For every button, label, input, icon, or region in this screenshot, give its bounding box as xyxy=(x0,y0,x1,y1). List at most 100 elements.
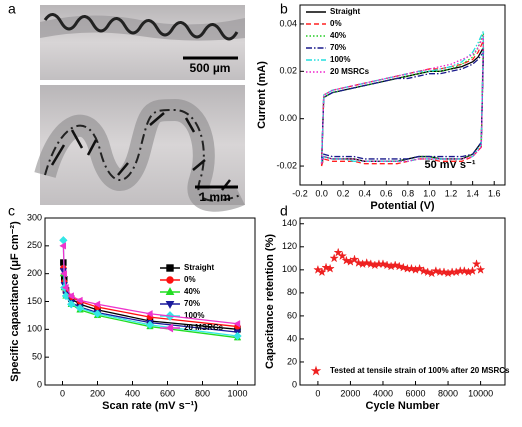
marker xyxy=(165,287,175,296)
y-tick-label: 60 xyxy=(287,310,297,320)
marker xyxy=(325,263,335,273)
marker xyxy=(475,264,486,274)
panel-label: a xyxy=(8,1,16,17)
x-tick-label: 6000 xyxy=(406,388,426,398)
marker xyxy=(66,300,76,309)
x-tick-label: 2000 xyxy=(340,388,360,398)
marker xyxy=(349,254,360,264)
x-tick-label: 1.4 xyxy=(466,188,479,198)
annotation: 50 mV s⁻¹ xyxy=(424,159,475,171)
marker xyxy=(75,303,85,313)
marker xyxy=(390,260,400,270)
x-tick-label: 400 xyxy=(125,388,140,398)
y-tick-label: 300 xyxy=(27,212,42,222)
legend-label: 20 MSRCs xyxy=(184,323,224,332)
x-tick-label: 800 xyxy=(195,388,210,398)
legend-label: 70% xyxy=(184,299,200,308)
x-tick-label: 0.8 xyxy=(402,188,415,198)
marker xyxy=(431,265,441,276)
marker xyxy=(394,261,405,271)
marker xyxy=(93,300,101,309)
marker xyxy=(59,236,68,245)
marker xyxy=(422,267,433,277)
y-tick-label: 50 xyxy=(32,352,42,362)
marker xyxy=(93,309,102,319)
photo-bottom xyxy=(34,85,245,212)
marker xyxy=(337,250,348,261)
marker xyxy=(59,242,67,250)
marker xyxy=(439,267,449,277)
legend-label: 100% xyxy=(184,311,204,320)
y-tick-label: 200 xyxy=(27,268,42,278)
series-line xyxy=(320,33,485,164)
x-axis-label: Cycle Number xyxy=(366,400,441,412)
marker xyxy=(166,264,174,272)
y-tick-label: -0.02 xyxy=(276,160,297,170)
x-tick-label: 600 xyxy=(160,388,175,398)
marker xyxy=(353,257,364,267)
marker xyxy=(75,296,83,305)
y-tick-label: 0 xyxy=(292,379,297,389)
marker xyxy=(60,269,67,278)
x-tick-label: 1.2 xyxy=(445,188,458,198)
y-tick-label: 20 xyxy=(287,356,297,366)
legend-label: 70% xyxy=(330,43,346,52)
marker xyxy=(233,331,242,341)
marker xyxy=(365,259,376,269)
marker xyxy=(313,264,323,274)
panel-label: d xyxy=(280,203,288,219)
marker xyxy=(341,255,352,265)
chart-panel: b -0.2 0.0 0.2 0.4 0.6 0.8 1.0 1.2 1.4 1.6 -0.02 0.0… xyxy=(256,1,506,212)
y-tick-label: 0.02 xyxy=(279,66,297,76)
marker xyxy=(414,263,425,273)
plot-frame xyxy=(299,217,506,386)
y-tick-label: 120 xyxy=(282,241,297,251)
legend-label: 20 MSRCs xyxy=(330,67,370,76)
legend-label: 0% xyxy=(330,19,342,28)
y-axis-label: Specific capacitance (μF cm⁻²) xyxy=(9,221,21,382)
legend-label: 40% xyxy=(330,31,346,40)
y-tick-label: 80 xyxy=(287,287,297,297)
marker xyxy=(166,276,174,284)
y-axis-label: Capacitance retention (%) xyxy=(264,234,276,369)
marker xyxy=(165,323,174,333)
y-tick-label: 250 xyxy=(27,240,42,250)
marker xyxy=(471,259,482,269)
y-tick-label: 40 xyxy=(287,333,297,343)
x-tick-label: 0 xyxy=(60,388,65,398)
panel-label: b xyxy=(280,1,288,17)
x-tick-label: 4000 xyxy=(373,388,393,398)
marker xyxy=(310,365,322,376)
x-tick-label: 1.0 xyxy=(423,188,436,198)
x-axis-label: Scan rate (mV s⁻¹) xyxy=(102,400,198,412)
legend-label: Straight xyxy=(330,7,361,16)
chart-panel: d 0 2000 4000 6000 8000 10000 0 20 40 60 80 100 120 14… xyxy=(264,203,510,412)
legend-label: 100% xyxy=(330,55,350,64)
marker xyxy=(165,300,175,309)
marker xyxy=(145,310,153,318)
x-tick-label: 0.2 xyxy=(337,188,350,198)
y-tick-label: 150 xyxy=(27,296,42,306)
marker xyxy=(329,253,339,263)
chart-panel: c 0 200 400 600 800 1000 0 50 100 150 200 250 300 Scan… xyxy=(8,203,256,412)
marker xyxy=(317,267,327,277)
plot-frame xyxy=(299,4,506,186)
x-tick-label: 1.6 xyxy=(488,188,501,198)
legend-label: 0% xyxy=(184,275,196,284)
y-tick-label: 0 xyxy=(37,379,42,389)
y-tick-label: 0.04 xyxy=(279,18,297,28)
y-tick-label: 100 xyxy=(282,264,297,274)
marker xyxy=(467,265,478,276)
x-tick-label: 1000 xyxy=(227,388,247,398)
marker xyxy=(233,320,241,328)
x-tick-label: 0.6 xyxy=(380,188,393,198)
y-tick-label: 100 xyxy=(27,324,42,334)
legend-label: 40% xyxy=(184,287,200,296)
x-tick-label: -0.2 xyxy=(292,188,308,198)
x-tick-label: 0.4 xyxy=(358,188,371,198)
x-tick-label: 0 xyxy=(315,388,320,398)
y-axis-label: Current (mA) xyxy=(256,61,268,129)
marker xyxy=(378,259,388,269)
